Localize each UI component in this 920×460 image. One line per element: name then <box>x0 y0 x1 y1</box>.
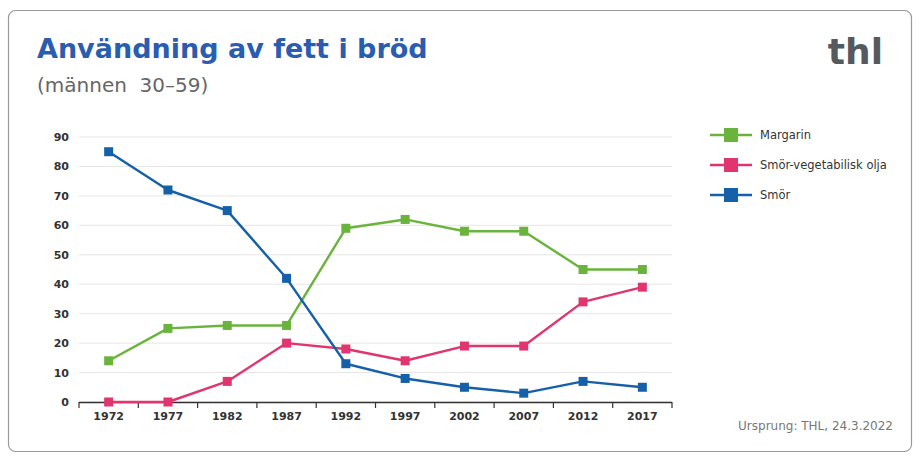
x-tick <box>434 402 435 408</box>
point <box>638 283 647 292</box>
grid-line <box>79 313 672 314</box>
point <box>282 274 291 283</box>
grid-line <box>79 343 672 344</box>
x-tick <box>612 402 613 408</box>
grid-line <box>79 284 672 285</box>
y-tick-label: 90 <box>54 131 70 144</box>
x-tick-label: 2002 <box>449 410 480 423</box>
source: Ursprung: THL, 24.3.2022 <box>738 419 893 433</box>
point <box>401 356 410 365</box>
legend-marker <box>724 158 738 172</box>
x-tick-label: 2007 <box>508 410 539 423</box>
point <box>282 321 291 330</box>
point <box>401 374 410 383</box>
y-tick-label: 80 <box>54 160 70 173</box>
point <box>341 224 350 233</box>
x-tick-label: 1982 <box>212 410 243 423</box>
point <box>460 342 469 351</box>
point <box>638 265 647 274</box>
x-tick <box>197 402 198 408</box>
frame <box>9 11 912 452</box>
point <box>519 342 528 351</box>
plot-area <box>104 147 647 406</box>
point <box>579 377 588 386</box>
point <box>223 377 232 386</box>
grid-line <box>79 195 672 196</box>
point <box>460 227 469 236</box>
x-tick-label: 1972 <box>93 410 124 423</box>
point <box>104 398 113 407</box>
point <box>163 324 172 333</box>
series-line <box>109 219 643 360</box>
point <box>579 265 588 274</box>
point <box>163 398 172 407</box>
point <box>638 383 647 392</box>
logo: thl <box>828 31 883 72</box>
x-tick-label: 1977 <box>153 410 184 423</box>
x-tick <box>671 402 672 408</box>
chart-root: Användning av fett i bröd (männen 30–59) t… <box>0 0 920 460</box>
point <box>341 359 350 368</box>
grid-line <box>79 166 672 167</box>
point <box>104 147 113 156</box>
y-tick-label: 70 <box>54 190 70 203</box>
point <box>519 227 528 236</box>
legend-marker <box>724 188 738 202</box>
point <box>223 206 232 215</box>
x-tick <box>375 402 376 408</box>
point <box>223 321 232 330</box>
x-tick <box>78 402 79 408</box>
y-tick-label: 0 <box>61 396 69 409</box>
x-tick <box>494 402 495 408</box>
x-tick <box>316 402 317 408</box>
legend-marker <box>724 128 738 142</box>
point <box>341 345 350 354</box>
legend-label: Smör <box>760 188 791 202</box>
y-tick-label: 60 <box>54 219 70 232</box>
x-tick-label: 1987 <box>271 410 302 423</box>
title: Användning av fett i bröd <box>37 33 428 64</box>
point <box>519 389 528 398</box>
x-tick <box>553 402 554 408</box>
y-tick-label: 30 <box>54 308 70 321</box>
y-tick-label: 50 <box>54 249 70 262</box>
y-tick-label: 10 <box>54 367 70 380</box>
point <box>579 297 588 306</box>
x-tick <box>256 402 257 408</box>
grid-line <box>79 137 672 138</box>
legend-label: Smör-vegetabilisk olja <box>760 158 887 172</box>
x-tick-label: 1992 <box>331 410 362 423</box>
x-tick-label: 2012 <box>568 410 599 423</box>
point <box>163 186 172 195</box>
series-line <box>109 152 643 393</box>
point <box>460 383 469 392</box>
subtitle: (männen 30–59) <box>37 73 208 97</box>
y-tick-label: 40 <box>54 278 70 291</box>
legend-label: Margarin <box>760 128 811 142</box>
x-tick-label: 2017 <box>627 410 658 423</box>
point <box>282 339 291 348</box>
point <box>401 215 410 224</box>
x-tick-label: 1997 <box>390 410 421 423</box>
y-tick-label: 20 <box>54 337 70 350</box>
grid-line <box>79 254 672 255</box>
point <box>104 356 113 365</box>
